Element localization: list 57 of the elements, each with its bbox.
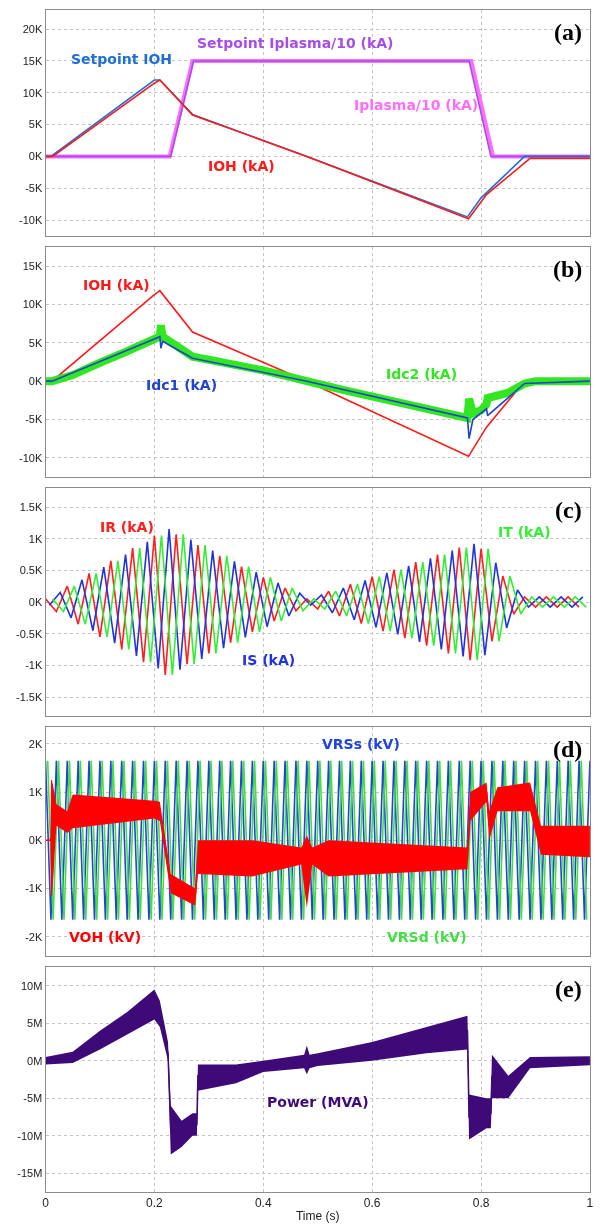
y-tick-label: 1K (28, 532, 43, 545)
text: VOH (kV) (69, 929, 142, 945)
y-tick-label: 0M (27, 1054, 43, 1067)
y-tick-label: 15K (22, 54, 43, 67)
series-label: Idc1 (kA) (146, 377, 218, 393)
y-tick-label: -15M (17, 1167, 43, 1180)
x-tick-label: 0.4 (254, 1196, 272, 1211)
chart-title: (b) (553, 256, 583, 282)
y-tick-label: -5K (25, 182, 43, 195)
y-tick-label: 0K (28, 595, 43, 608)
series-label: Iplasma/10 (kA) (354, 97, 479, 113)
series-label: VRSs (kV) (322, 736, 400, 752)
series-label: VRSd (kV) (387, 929, 467, 945)
series-label: IR (kA) (100, 519, 154, 535)
x-tick-label: 1 (586, 1196, 594, 1211)
chart-title: (a) (554, 19, 582, 45)
series-label: Power (MVA) (267, 1094, 369, 1110)
y-tick-label: 0K (28, 834, 43, 847)
y-tick-label: 1K (28, 785, 43, 798)
series-label: IT (kA) (498, 524, 551, 540)
x-tick-label: 0.6 (363, 1196, 381, 1211)
y-tick-label: -10M (17, 1129, 43, 1142)
y-tick-label: 2K (28, 737, 43, 750)
chart-title: (e) (555, 976, 582, 1002)
series-label: Setpoint IOH (71, 51, 173, 67)
series-label: Idc2 (kA) (386, 366, 458, 382)
chart-title: (d) (553, 736, 583, 762)
y-tick-label: -5K (25, 413, 43, 426)
series-label: IS (kA) (242, 652, 296, 668)
y-tick-label: 5K (28, 336, 43, 349)
y-tick-label: -10K (19, 213, 43, 226)
x-tick-label: 0.8 (472, 1196, 490, 1211)
y-tick-label: 0K (28, 375, 43, 388)
y-tick-label: 10K (22, 86, 43, 99)
y-tick-label: -2K (25, 930, 43, 943)
chart-title: (c) (555, 497, 582, 523)
y-tick-label: -1K (25, 659, 43, 672)
y-tick-label: 15K (22, 260, 43, 273)
y-tick-label: 10K (22, 298, 43, 311)
y-tick-label: 20K (22, 22, 43, 35)
y-tick-label: -1.5K (16, 690, 43, 703)
y-tick-label: -5M (23, 1092, 43, 1105)
y-tick-label: 5K (28, 118, 43, 131)
y-tick-label: -1K (25, 882, 43, 895)
y-tick-label: 0.5K (19, 564, 43, 577)
x-tick-label: 0 (42, 1196, 50, 1211)
y-tick-label: -10K (19, 451, 43, 464)
series-label: IOH (kA) (208, 158, 275, 174)
y-tick-label: 10M (20, 979, 43, 992)
series-label: IOH (kA) (83, 277, 150, 293)
y-tick-label: -0.5K (16, 627, 43, 640)
series-label: Setpoint Iplasma/10 (kA) (197, 35, 394, 51)
y-tick-label: 1.5K (19, 500, 43, 513)
y-tick-label: 0K (28, 150, 43, 163)
x-tick-label: 0.2 (146, 1196, 164, 1211)
x-axis-title: Time (s) (295, 1209, 340, 1224)
y-tick-label: 5M (27, 1017, 43, 1030)
